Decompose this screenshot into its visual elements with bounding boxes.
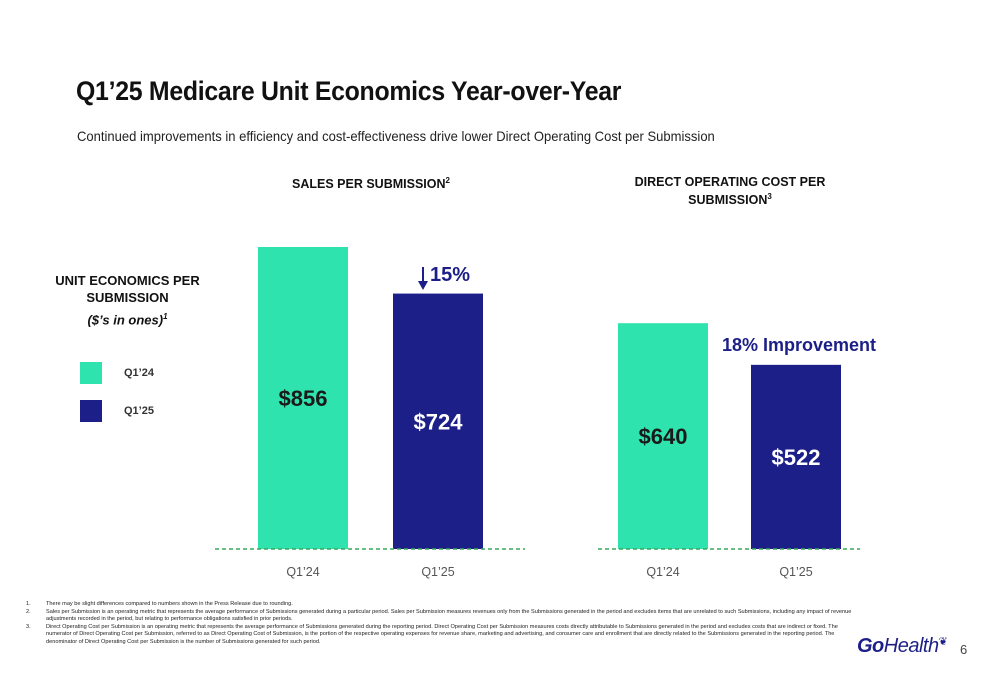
footnote-3-num: 3.: [26, 623, 31, 630]
footnote-2: 2. Sales per Submission is an operating m…: [26, 609, 856, 624]
legend-item-q125: Q1’25: [80, 400, 154, 422]
footnote-2-num: 2.: [26, 608, 31, 615]
legend-units-sup: 1: [163, 312, 168, 321]
legend: UNIT ECONOMICS PER SUBMISSION ($’s in on…: [50, 272, 205, 328]
logo-text-health: Health: [883, 635, 939, 657]
gohealth-logo: GoHealth❦: [857, 635, 948, 658]
chart-2-x-tick-2: Q1’25: [779, 565, 812, 579]
legend-swatch-q125: [80, 400, 102, 422]
logo-leaf-icon: ❦: [938, 636, 948, 648]
down-arrow-icon: [418, 281, 428, 290]
chart-1-title-line1: SALES PER SUBMISSION2: [292, 176, 451, 191]
chart-2-bar-2: [751, 364, 841, 549]
chart-1-title-sup: 2: [446, 176, 451, 185]
page-subtitle: Continued improvements in efficiency and…: [77, 128, 715, 144]
legend-units-text: ($’s in ones): [87, 312, 164, 328]
page-title: Q1’25 Medicare Unit Economics Year-over-…: [76, 76, 622, 106]
chart-1-x-tick-1: Q1’24: [286, 565, 319, 579]
footnote-3: 3. Direct Operating Cost per Submission i…: [26, 624, 856, 647]
chart-1-annotation: 15%: [430, 264, 470, 286]
charts-canvas: SALES PER SUBMISSION2 $856 Q1’24 $724 Q1’25 D…: [215, 175, 876, 579]
logo-text-go: Go: [857, 635, 884, 657]
footnote-1-text: There may be slight differences compared…: [46, 601, 293, 607]
legend-swatch-q124: [80, 362, 102, 384]
chart-2-bar-1: [618, 323, 708, 549]
chart-2-title-line2: SUBMISSION3: [688, 192, 772, 207]
page-number: 6: [960, 642, 968, 657]
legend-title-line2: SUBMISSION: [86, 290, 169, 305]
chart-2-annotation: 18% Improvement: [722, 335, 876, 355]
chart-2-title-line1: DIRECT OPERATING COST PER: [635, 175, 826, 189]
chart-1-data-label-2: $724: [414, 409, 464, 434]
footnote-3-text: Direct Operating Cost per Submission is …: [46, 623, 838, 645]
chart-1-data-label-1: $856: [279, 386, 328, 411]
chart-2-data-label-2: $522: [772, 445, 821, 470]
legend-units: ($’s in ones)1: [50, 308, 205, 328]
chart-2-data-label-1: $640: [639, 424, 688, 449]
chart-1-bar-1: [258, 247, 348, 549]
chart-2-x-tick-1: Q1’24: [646, 565, 679, 579]
chart-1-x-tick-2: Q1’25: [421, 565, 454, 579]
chart-2-title-sup: 3: [767, 192, 772, 201]
legend-title-line1: UNIT ECONOMICS PER: [55, 273, 200, 288]
legend-label-q125: Q1’25: [124, 405, 154, 417]
footnote-1-num: 1.: [26, 601, 31, 607]
legend-label-q124: Q1’24: [124, 367, 154, 379]
footnote-2-text: Sales per Submission is an operating met…: [46, 608, 852, 623]
legend-item-q124: Q1’24: [80, 362, 154, 384]
footnote-1: 1. There may be slight differences compar…: [26, 601, 856, 609]
footnotes: 1. There may be slight differences compar…: [26, 601, 856, 647]
chart-1-bar-2: [393, 293, 483, 549]
